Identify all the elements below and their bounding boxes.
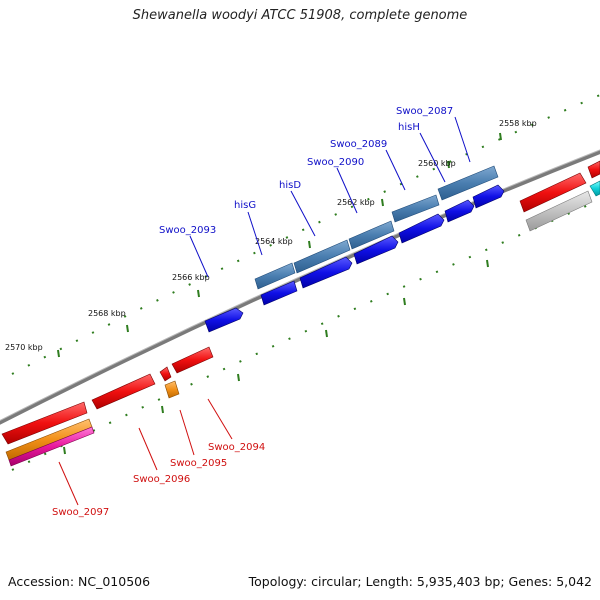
gene-red-right-1[interactable] xyxy=(519,172,587,213)
gene-grey-right[interactable] xyxy=(525,190,593,232)
gene-red-right-2[interactable] xyxy=(587,160,600,179)
gene-his-steel-1[interactable] xyxy=(254,262,296,290)
outer-major-ticks xyxy=(57,132,502,358)
gene-red-1[interactable] xyxy=(1,401,88,445)
forward-genes xyxy=(204,184,505,333)
gene-red-3[interactable] xyxy=(159,366,172,382)
gene-blue-6[interactable] xyxy=(472,184,505,209)
gene-label-swoo-2087[interactable]: Swoo_2087 xyxy=(396,106,453,117)
reverse-label-leaders xyxy=(58,398,233,506)
reverse-genes xyxy=(1,346,214,467)
gene-orange-1[interactable] xyxy=(164,380,180,399)
tick-label-2564: 2564 kbp xyxy=(255,237,293,246)
forward-label-leaders xyxy=(189,116,471,278)
gene-label-swoo-2097[interactable]: Swoo_2097 xyxy=(52,507,109,518)
gene-his-steel-5[interactable] xyxy=(437,165,499,201)
gene-label-swoo-2096[interactable]: Swoo_2096 xyxy=(133,474,190,485)
gene-label-swoo-2089[interactable]: Swoo_2089 xyxy=(330,139,387,150)
gene-cyan-right[interactable] xyxy=(589,180,600,197)
gene-blue-5[interactable] xyxy=(444,199,475,223)
map-title: Shewanella woodyi ATCC 51908, complete g… xyxy=(132,8,468,23)
gene-label-swoo-2094[interactable]: Swoo_2094 xyxy=(208,442,265,453)
gene-red-4[interactable] xyxy=(171,346,214,374)
gene-red-2[interactable] xyxy=(91,373,156,410)
genome-backbone-highlight xyxy=(0,149,600,422)
tick-label-2570: 2570 kbp xyxy=(5,343,43,352)
tick-label-2558: 2558 kbp xyxy=(499,119,537,128)
tick-label-2566: 2566 kbp xyxy=(172,273,210,282)
inner-major-ticks xyxy=(63,208,562,455)
gene-label-swoo-2093[interactable]: Swoo_2093 xyxy=(159,225,216,236)
gene-label-hish[interactable]: hisH xyxy=(398,122,420,133)
gene-blue-3[interactable] xyxy=(353,235,399,265)
gene-pink-1[interactable] xyxy=(8,426,95,467)
gene-label-swoo-2090[interactable]: Swoo_2090 xyxy=(307,157,364,168)
genome-summary-text: Topology: circular; Length: 5,935,403 bp… xyxy=(248,574,592,589)
gene-label-swoo-2095[interactable]: Swoo_2095 xyxy=(170,458,227,469)
inner-tick-ring xyxy=(11,199,600,471)
tick-label-2568: 2568 kbp xyxy=(88,309,126,318)
gene-blue-1[interactable] xyxy=(260,280,298,306)
tick-label-2562: 2562 kbp xyxy=(337,198,375,207)
his-operon-track xyxy=(254,165,499,290)
gene-blue-4[interactable] xyxy=(398,213,445,244)
gene-his-steel-2[interactable] xyxy=(293,239,351,274)
gene-label-hisg[interactable]: hisG xyxy=(234,200,256,211)
gene-blue-7[interactable] xyxy=(204,307,244,333)
gene-his-steel-4[interactable] xyxy=(391,194,440,223)
gene-blue-2[interactable] xyxy=(299,256,353,289)
tick-label-2560: 2560 kbp xyxy=(418,159,456,168)
accession-text: Accession: NC_010506 xyxy=(8,574,151,589)
gene-his-steel-3[interactable] xyxy=(348,220,395,250)
genome-backbone xyxy=(0,149,600,425)
right-genes xyxy=(519,160,600,232)
gene-label-hisd[interactable]: hisD xyxy=(279,180,301,191)
